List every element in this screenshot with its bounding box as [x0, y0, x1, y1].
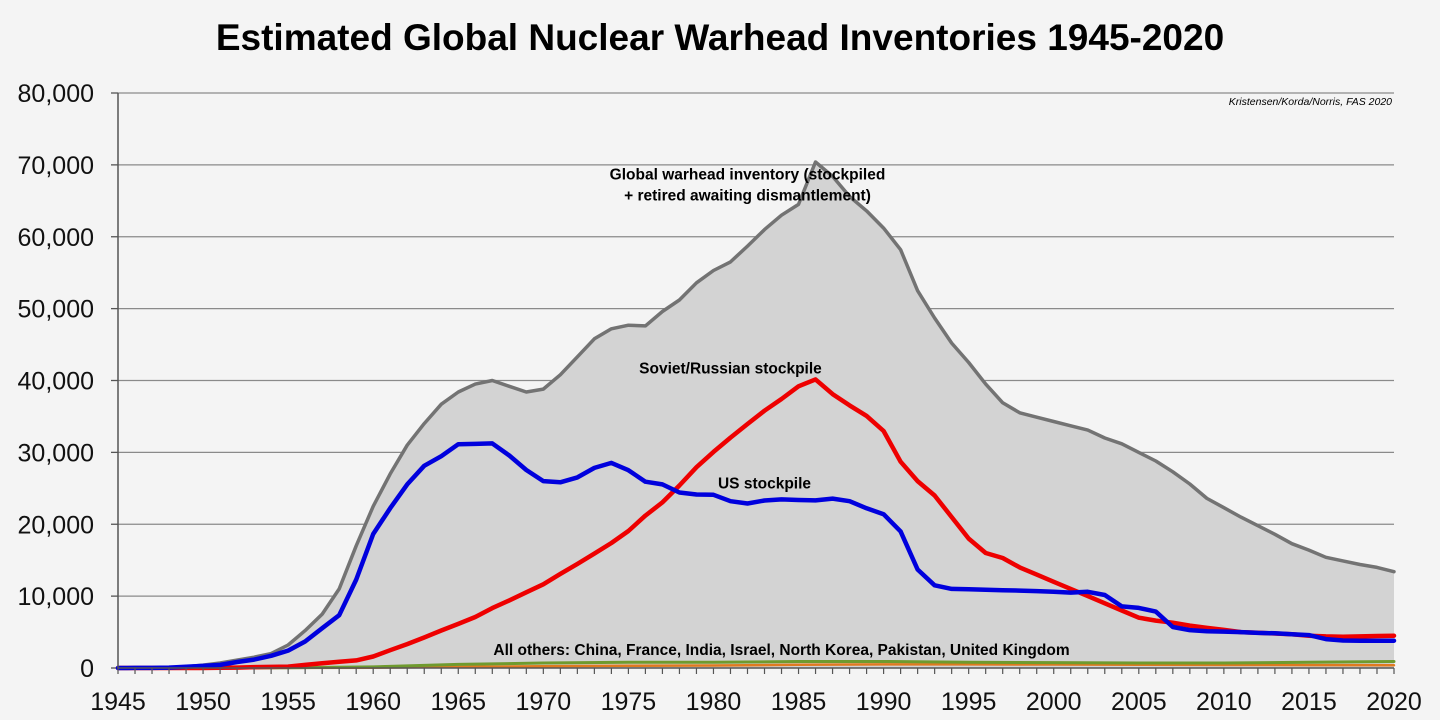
x-tick-label: 2000: [1026, 688, 1082, 716]
y-tick-label: 10,000: [18, 583, 94, 611]
series-lines: [115, 160, 1397, 671]
x-tick-label: 2020: [1366, 688, 1422, 716]
x-tick-label: 1980: [686, 688, 742, 716]
y-tick-label: 30,000: [18, 439, 94, 467]
x-tick-label: 1945: [90, 688, 146, 716]
y-tick-label: 80,000: [18, 80, 94, 108]
soviet-russian-stockpile-line: [115, 377, 1397, 671]
x-tick-label: 1955: [260, 688, 316, 716]
annotations: Global warhead inventory (stockpiled + re…: [493, 166, 1069, 659]
x-tick-label: 1950: [175, 688, 231, 716]
x-tick-label: 1960: [345, 688, 401, 716]
x-tick-label: 1970: [516, 688, 572, 716]
x-tick-label: 2015: [1281, 688, 1337, 716]
annotation-label: + retired awaiting dismantlement): [624, 187, 871, 204]
x-tick-label: 1965: [430, 688, 486, 716]
us-stockpile-line: [115, 441, 1397, 671]
chart-credit: Kristensen/Korda/Norris, FAS 2020: [1229, 96, 1392, 108]
annotation-label: Soviet/Russian stockpile: [639, 360, 822, 377]
chart-title: Estimated Global Nuclear Warhead Invento…: [216, 17, 1224, 58]
x-tick-labels: 1945 1950 1955 1960 1965 1970 1975 1980 1985 1990…: [90, 688, 1422, 716]
y-tick-label: 0: [80, 655, 94, 683]
x-tick-label: 1990: [856, 688, 912, 716]
y-tick-labels: 0 10,000 20,000 30,000 40,000 50,000 60,000 70,…: [18, 80, 94, 683]
y-tick-label: 20,000: [18, 511, 94, 539]
annotation-label: Global warhead inventory (stockpiled: [610, 166, 886, 183]
x-tick-label: 1995: [941, 688, 997, 716]
axes: [117, 93, 1395, 674]
global-inventory-line: [116, 160, 1396, 670]
x-tick-label: 2005: [1111, 688, 1167, 716]
x-tick-label: 1975: [601, 688, 657, 716]
x-tick-label: 2010: [1196, 688, 1252, 716]
y-tick-label: 50,000: [18, 296, 94, 324]
y-tick-label: 70,000: [18, 152, 94, 180]
y-tick-label: 40,000: [18, 368, 94, 396]
y-tick-label: 60,000: [18, 224, 94, 252]
annotation-label: All others: China, France, India, Israel…: [493, 642, 1069, 659]
annotation-label: US stockpile: [718, 475, 811, 492]
x-tick-label: 1985: [771, 688, 827, 716]
